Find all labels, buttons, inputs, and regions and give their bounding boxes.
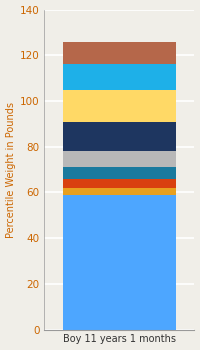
Bar <box>63 121 176 151</box>
Bar <box>63 90 176 121</box>
Bar <box>63 167 176 179</box>
Bar <box>63 42 176 64</box>
Bar <box>63 151 176 167</box>
Y-axis label: Percentile Weight in Pounds: Percentile Weight in Pounds <box>6 102 16 238</box>
Bar <box>63 195 176 330</box>
Bar <box>63 188 176 195</box>
Bar <box>63 64 176 90</box>
Bar <box>63 179 176 188</box>
